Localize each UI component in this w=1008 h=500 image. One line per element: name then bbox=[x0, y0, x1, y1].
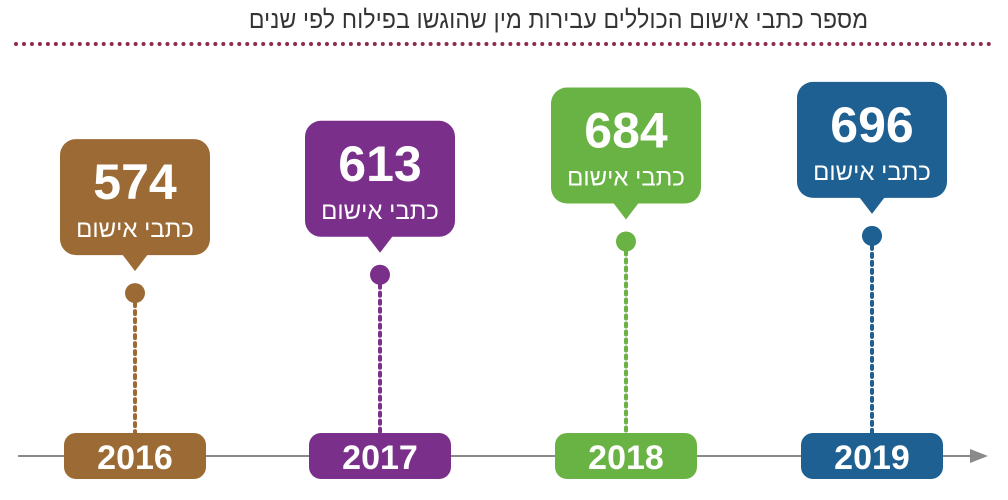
value-bubble-2018 bbox=[551, 87, 701, 204]
year-label-2018: 2018 bbox=[588, 439, 664, 477]
title-divider bbox=[14, 42, 992, 46]
year-box-2019 bbox=[801, 433, 943, 479]
year-label-2016: 2016 bbox=[97, 439, 173, 477]
marker-dot-2017 bbox=[370, 264, 390, 285]
chart-title: מספר כתבי אישום הכוללים עבירות מין שהוגש… bbox=[248, 6, 868, 34]
data-label-unit-2018: כתבי אישום bbox=[567, 165, 685, 192]
value-bubble-2019 bbox=[797, 81, 947, 198]
value-bubble-2016 bbox=[60, 139, 210, 256]
marker-dot-2016 bbox=[125, 283, 145, 304]
year-label-2019: 2019 bbox=[834, 439, 910, 477]
timeline-arrow bbox=[970, 449, 988, 463]
value-bubble-2017 bbox=[305, 120, 455, 237]
bubble-pointer-2016 bbox=[122, 254, 148, 272]
year-box-2018 bbox=[555, 433, 697, 479]
data-label-unit-2019: כתבי אישום bbox=[813, 159, 931, 186]
bubble-pointer-2018 bbox=[613, 202, 639, 220]
data-label-value-2019: 696 bbox=[830, 97, 913, 153]
marker-dot-2018 bbox=[616, 231, 636, 252]
data-label-value-2016: 574 bbox=[93, 154, 177, 210]
year-box-2017 bbox=[309, 433, 451, 479]
year-label-2017: 2017 bbox=[342, 439, 418, 477]
bubble-pointer-2017 bbox=[367, 235, 393, 253]
marker-dot-2019 bbox=[862, 225, 882, 246]
data-label-value-2017: 613 bbox=[338, 136, 421, 192]
data-label-value-2018: 684 bbox=[584, 103, 668, 159]
data-label-unit-2017: כתבי אישום bbox=[321, 198, 439, 225]
bubble-pointer-2019 bbox=[859, 196, 885, 214]
data-label-unit-2016: כתבי אישום bbox=[76, 216, 194, 243]
year-box-2016 bbox=[64, 433, 206, 479]
